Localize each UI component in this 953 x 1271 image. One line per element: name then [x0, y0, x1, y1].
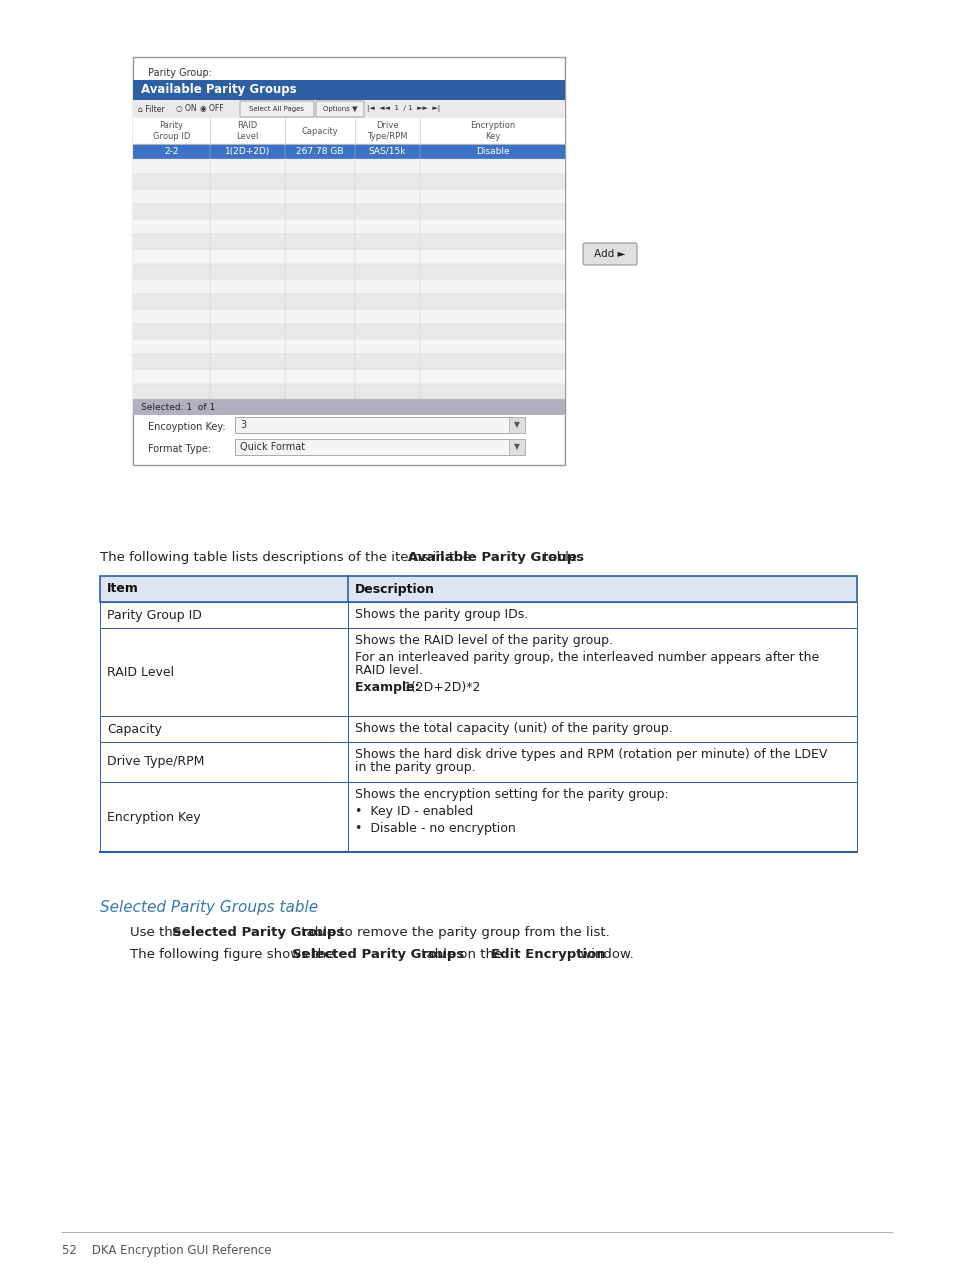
- Bar: [132, 219, 564, 234]
- Text: 2-2: 2-2: [164, 147, 178, 156]
- Bar: [100, 716, 856, 742]
- Bar: [132, 399, 564, 416]
- Text: ▼: ▼: [514, 421, 519, 430]
- Bar: [100, 602, 856, 628]
- Bar: [132, 57, 564, 465]
- FancyBboxPatch shape: [240, 100, 314, 117]
- Text: Selected: 1  of 1: Selected: 1 of 1: [141, 403, 215, 412]
- Text: Encoyption Key:: Encoyption Key:: [148, 422, 226, 432]
- Bar: [132, 339, 564, 355]
- Text: 267.78 GB: 267.78 GB: [296, 147, 343, 156]
- Text: Available Parity Groups: Available Parity Groups: [408, 552, 584, 564]
- Text: Use the: Use the: [130, 927, 185, 939]
- Bar: [132, 80, 564, 100]
- Text: Parity
Group ID: Parity Group ID: [152, 121, 190, 141]
- Text: 3: 3: [240, 419, 246, 430]
- Text: Shows the total capacity (unit) of the parity group.: Shows the total capacity (unit) of the p…: [355, 722, 672, 735]
- Text: ▼: ▼: [514, 442, 519, 451]
- Bar: [132, 384, 564, 399]
- Text: RAID
Level: RAID Level: [236, 121, 258, 141]
- Text: 1(2D+2D)*2: 1(2D+2D)*2: [403, 681, 480, 694]
- Text: Shows the RAID level of the parity group.: Shows the RAID level of the parity group…: [355, 634, 613, 647]
- Bar: [132, 280, 564, 294]
- Bar: [132, 294, 564, 309]
- Text: Parity Group ID: Parity Group ID: [107, 609, 202, 622]
- Text: Encryption
Key: Encryption Key: [470, 121, 515, 141]
- Text: Item: Item: [107, 582, 139, 596]
- Bar: [234, 417, 524, 433]
- Text: 52    DKA Encryption GUI Reference: 52 DKA Encryption GUI Reference: [62, 1244, 272, 1257]
- Bar: [132, 264, 564, 280]
- Text: •  Key ID - enabled: • Key ID - enabled: [355, 805, 473, 819]
- Bar: [132, 355, 564, 369]
- Bar: [132, 249, 564, 264]
- Text: |◄  ◄◄  1  / 1  ►►  ►|: |◄ ◄◄ 1 / 1 ►► ►|: [367, 105, 439, 113]
- Bar: [132, 309, 564, 324]
- Text: The following figure shows the: The following figure shows the: [130, 948, 338, 961]
- Text: Disable: Disable: [476, 147, 509, 156]
- Text: For an interleaved parity group, the interleaved number appears after the: For an interleaved parity group, the int…: [355, 651, 819, 663]
- Text: Options ▼: Options ▼: [322, 105, 356, 112]
- Text: Description: Description: [355, 582, 435, 596]
- Text: RAID level.: RAID level.: [355, 663, 422, 677]
- Bar: [132, 369, 564, 384]
- Text: Selected Parity Groups table: Selected Parity Groups table: [100, 900, 317, 915]
- Text: Shows the encryption setting for the parity group:: Shows the encryption setting for the par…: [355, 788, 668, 801]
- Text: ◉ OFF: ◉ OFF: [200, 104, 223, 113]
- Text: 1(2D+2D): 1(2D+2D): [225, 147, 270, 156]
- Bar: [100, 782, 856, 852]
- Text: window.: window.: [576, 948, 633, 961]
- Text: Quick Format: Quick Format: [240, 442, 305, 452]
- Text: Capacity: Capacity: [107, 722, 162, 736]
- Bar: [132, 234, 564, 249]
- Text: Selected Parity Groups: Selected Parity Groups: [172, 927, 344, 939]
- Text: ○ ON: ○ ON: [175, 104, 196, 113]
- Text: in the parity group.: in the parity group.: [355, 761, 476, 774]
- Text: table to remove the parity group from the list.: table to remove the parity group from th…: [297, 927, 609, 939]
- Text: Format Type:: Format Type:: [148, 444, 211, 454]
- Text: Parity Group:: Parity Group:: [148, 69, 212, 78]
- Text: •  Disable - no encryption: • Disable - no encryption: [355, 822, 516, 835]
- Text: Drive
Type/RPM: Drive Type/RPM: [367, 121, 407, 141]
- Text: table on the: table on the: [416, 948, 506, 961]
- Bar: [132, 159, 564, 174]
- Bar: [509, 438, 524, 455]
- Text: SAS/15k: SAS/15k: [369, 147, 406, 156]
- Text: Capacity: Capacity: [301, 127, 338, 136]
- Text: RAID Level: RAID Level: [107, 666, 174, 679]
- Text: Edit Encryption: Edit Encryption: [490, 948, 604, 961]
- Bar: [509, 417, 524, 433]
- Bar: [132, 118, 564, 144]
- Text: Encryption Key: Encryption Key: [107, 811, 200, 824]
- Text: Select All Pages: Select All Pages: [250, 105, 304, 112]
- Text: Shows the parity group IDs.: Shows the parity group IDs.: [355, 608, 528, 622]
- Bar: [132, 324, 564, 339]
- Text: Shows the hard disk drive types and RPM (rotation per minute) of the LDEV: Shows the hard disk drive types and RPM …: [355, 749, 826, 761]
- Text: table.: table.: [538, 552, 581, 564]
- Text: ⌂ Filter: ⌂ Filter: [138, 104, 165, 113]
- Text: The following table lists descriptions of the items in the: The following table lists descriptions o…: [100, 552, 475, 564]
- FancyBboxPatch shape: [315, 100, 364, 117]
- Bar: [132, 100, 564, 118]
- Text: Add ►: Add ►: [594, 249, 625, 259]
- Bar: [100, 742, 856, 782]
- Text: Drive Type/RPM: Drive Type/RPM: [107, 755, 204, 769]
- Bar: [132, 189, 564, 205]
- Bar: [132, 144, 564, 159]
- FancyBboxPatch shape: [582, 243, 637, 264]
- Bar: [132, 205, 564, 219]
- Bar: [132, 174, 564, 189]
- Bar: [100, 628, 856, 716]
- Text: Available Parity Groups: Available Parity Groups: [141, 84, 296, 97]
- Text: Example:: Example:: [355, 681, 423, 694]
- Bar: [100, 576, 856, 602]
- Text: Selected Parity Groups: Selected Parity Groups: [292, 948, 464, 961]
- Bar: [234, 438, 524, 455]
